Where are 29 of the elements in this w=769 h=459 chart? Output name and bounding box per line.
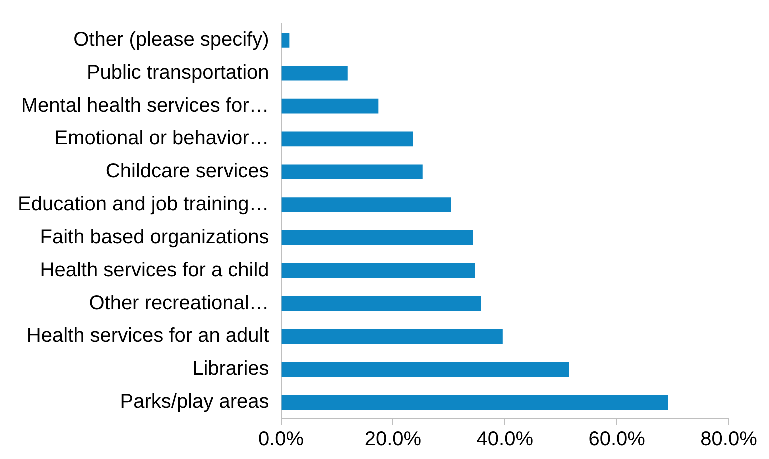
bar <box>282 263 476 278</box>
bar <box>282 230 474 246</box>
bar <box>282 164 423 180</box>
y-tick-label: Public transportation <box>86 62 270 84</box>
y-tick-label: Faith based organizations <box>40 226 270 248</box>
bar <box>282 198 452 212</box>
x-tick-label: 40.0% <box>476 428 534 451</box>
y-tick-label: Education and job training… <box>18 194 270 216</box>
x-tick-label: 60.0% <box>588 428 646 451</box>
bar <box>282 66 348 81</box>
bar <box>282 33 290 48</box>
y-tick-label: Other (please specify) <box>74 28 270 51</box>
y-tick-label: Health services for an adult <box>26 325 270 348</box>
bar <box>282 132 414 147</box>
y-tick-label: Parks/play areas <box>120 391 270 414</box>
y-tick-label: Mental health services for… <box>21 94 270 117</box>
x-tick-label: 20.0% <box>364 428 422 451</box>
bar <box>282 395 668 410</box>
y-tick-label: Emotional or behavior… <box>54 128 270 150</box>
bar <box>282 98 379 114</box>
x-tick-label: 80.0% <box>700 428 758 451</box>
y-tick-label: Childcare services <box>106 160 270 183</box>
bar <box>282 296 482 312</box>
y-tick-label: Health services for a child <box>40 259 270 282</box>
y-tick-label: Libraries <box>192 358 270 380</box>
bar <box>282 329 503 344</box>
y-tick-label: Other recreational… <box>89 292 270 314</box>
bar <box>282 362 570 378</box>
x-tick-label: 0.0% <box>258 428 304 451</box>
